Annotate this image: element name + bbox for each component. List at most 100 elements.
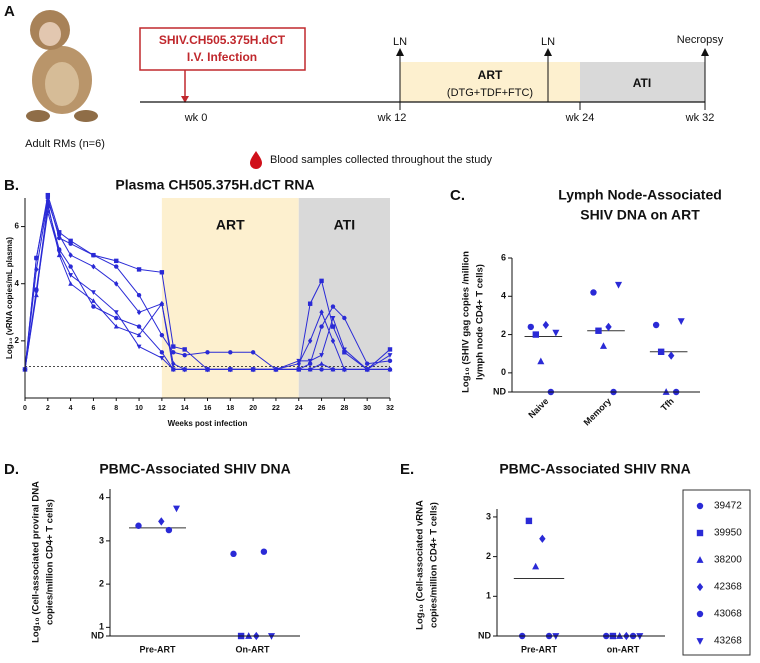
marker xyxy=(319,367,324,372)
y-tick-label: 3 xyxy=(99,535,104,545)
marker xyxy=(330,316,336,321)
marker xyxy=(342,367,347,372)
marker xyxy=(91,252,96,258)
marker xyxy=(165,526,173,534)
y-tick-label: 2 xyxy=(501,329,506,339)
marker xyxy=(387,353,393,358)
art-phase xyxy=(400,62,580,102)
x-tick-label: Pre-ART xyxy=(521,644,558,654)
marker xyxy=(387,358,393,364)
marker xyxy=(677,318,685,326)
y-tick-label: 1 xyxy=(99,622,104,632)
marker xyxy=(537,357,545,365)
marker xyxy=(205,367,210,373)
marker xyxy=(319,309,324,316)
chart-title: Plasma CH505.375H.dCT RNA xyxy=(115,177,314,193)
marker xyxy=(68,252,73,259)
marker xyxy=(296,360,301,367)
marker xyxy=(296,358,302,364)
chart-title: Lymph Node-Associated xyxy=(558,187,722,203)
marker xyxy=(552,329,560,337)
series-line xyxy=(24,212,391,371)
x-tick-label: 32 xyxy=(386,405,394,412)
x-axis-label: Weeks post infection xyxy=(168,419,248,428)
arrow-head xyxy=(181,96,189,103)
y-axis-label: lymph node CD4+ T cells) xyxy=(475,264,486,380)
marker xyxy=(527,323,534,331)
marker xyxy=(228,350,233,355)
y-tick-label: ND xyxy=(478,630,491,640)
marker xyxy=(68,273,74,278)
marker xyxy=(307,337,313,344)
note: Blood samples collected throughout the s… xyxy=(270,154,492,166)
series-line xyxy=(24,194,391,371)
marker xyxy=(273,367,279,373)
marker xyxy=(136,344,142,350)
marker xyxy=(250,367,256,373)
marker xyxy=(158,517,165,526)
y-axis-label: Log₁₀ (SHIV gag copies /million xyxy=(461,251,472,393)
marker xyxy=(330,337,336,344)
legend-label: 38200 xyxy=(714,555,742,566)
y-tick-label: 6 xyxy=(15,222,20,231)
y-tick-label: 2 xyxy=(15,336,20,345)
x-tick-label: 2 xyxy=(46,405,50,412)
x-tick-label: Pre-ART xyxy=(139,644,176,654)
phase-span xyxy=(161,198,299,398)
week-label: wk 12 xyxy=(377,112,407,124)
y-axis-label: Log₁₀ (vRNA copies/mL plasma) xyxy=(5,237,14,359)
y-tick-label: 2 xyxy=(486,551,491,561)
y-tick-label: ND xyxy=(91,630,104,640)
marker xyxy=(57,232,62,239)
phase-label: ART xyxy=(216,217,245,233)
blood-drop xyxy=(250,151,262,169)
y-tick-label: 4 xyxy=(99,492,104,502)
marker xyxy=(182,347,187,352)
marker xyxy=(114,280,119,287)
arrow-head xyxy=(544,48,552,56)
marker xyxy=(330,304,336,309)
x-tick-label: 26 xyxy=(318,405,326,412)
phase-label: ATI xyxy=(633,76,651,90)
marker xyxy=(136,324,142,329)
phase-label: ATI xyxy=(334,217,356,233)
marker xyxy=(136,267,142,272)
marker xyxy=(615,281,623,289)
y-tick-label: 1 xyxy=(486,591,491,601)
marker xyxy=(171,360,176,367)
marker xyxy=(387,367,393,372)
legend-label: 43068 xyxy=(714,609,742,620)
panel-label: E. xyxy=(400,461,414,478)
marker xyxy=(170,367,176,373)
marker xyxy=(364,367,370,373)
y-tick-label: 4 xyxy=(501,291,506,301)
marker xyxy=(652,321,660,329)
x-tick-label: 0 xyxy=(23,405,27,412)
marker xyxy=(532,331,540,338)
x-tick-label: 4 xyxy=(69,405,73,412)
infection-box xyxy=(139,27,306,71)
marker xyxy=(113,323,119,329)
panel-a: A Adult RMs (n=6) SHIV.CH505.375H.dCT I.… xyxy=(4,3,724,169)
legend: 39472 39950 38200 42368 43068 43268 xyxy=(682,489,751,656)
panel-label: A xyxy=(4,3,15,20)
x-tick-label: Memory xyxy=(582,396,613,427)
y-tick-label: 3 xyxy=(486,511,491,521)
marker xyxy=(159,332,165,338)
marker xyxy=(182,367,188,373)
marker xyxy=(319,278,324,284)
x-tick-label: 30 xyxy=(363,405,371,412)
event-label: LN xyxy=(393,36,407,48)
panel-label: D. xyxy=(4,461,19,478)
event-label: Necropsy xyxy=(677,34,724,46)
x-tick-label: 14 xyxy=(181,405,189,412)
x-tick-label: 8 xyxy=(114,405,118,412)
x-tick-label: 12 xyxy=(158,405,166,412)
y-axis-label: copies/million CD4+ T cells) xyxy=(45,499,56,625)
marker xyxy=(159,270,165,275)
marker xyxy=(307,367,313,372)
marker xyxy=(159,350,165,355)
marker xyxy=(136,332,142,338)
x-tick-label: On-ART xyxy=(236,644,270,654)
marker xyxy=(33,290,39,295)
